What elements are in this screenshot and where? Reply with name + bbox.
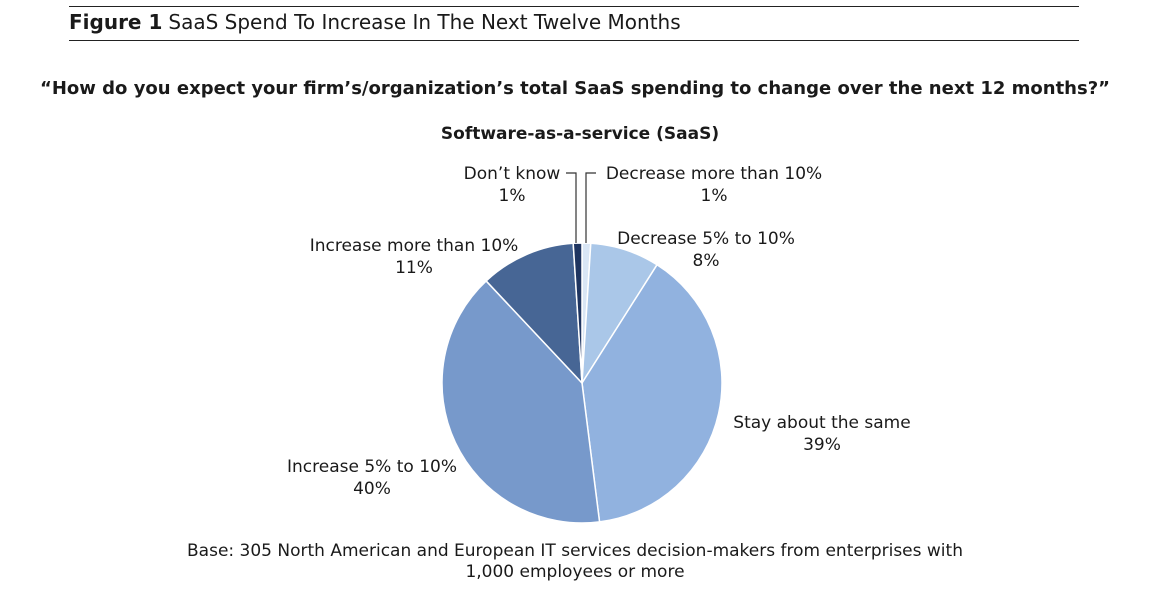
chart-title: Software-as-a-service (SaaS) [440, 124, 720, 144]
slice-label-name: Increase more than 10% [309, 236, 519, 256]
slice-label-value: 8% [692, 251, 720, 271]
slice-label-name: Don’t know [463, 164, 561, 184]
survey-question: “How do you expect your firm’s/organizat… [40, 78, 1110, 99]
title-rule [69, 40, 1079, 41]
leader-line-dont-know [566, 172, 577, 243]
slice-label-decrease-5-10: Decrease 5% to 10% 8% [612, 228, 800, 272]
slice-label-increase-5-10: Increase 5% to 10% 40% [282, 456, 462, 500]
slice-label-value: 39% [803, 435, 841, 455]
slice-label-value: 11% [395, 258, 433, 278]
leader-line-decrease-more-10 [585, 172, 596, 243]
base-footnote: Base: 305 North American and European IT… [130, 541, 1020, 583]
slice-label-stay-same: Stay about the same 39% [727, 412, 917, 456]
pie-slice-5 [572, 242, 583, 384]
slice-label-name: Increase 5% to 10% [287, 457, 457, 477]
slice-label-increase-more-10: Increase more than 10% 11% [302, 235, 526, 279]
slice-label-value: 1% [700, 186, 728, 206]
leader-lines [566, 172, 596, 243]
slice-label-decrease-more-10: Decrease more than 10% 1% [598, 163, 830, 207]
pie-slice-3 [441, 279, 601, 524]
pie-slice-2 [581, 263, 723, 523]
slice-label-value: 40% [353, 479, 391, 499]
slice-label-name: Decrease 5% to 10% [617, 229, 795, 249]
figure-title: Figure 1 SaaS Spend To Increase In The Ne… [69, 10, 681, 34]
pie-slice-4 [485, 242, 583, 386]
figure-title-text: SaaS Spend To Increase In The Next Twelv… [168, 10, 681, 34]
top-rule [69, 6, 1079, 7]
footnote-line-2: 1,000 employees or more [465, 562, 685, 582]
pie-slices [441, 242, 723, 524]
footnote-line-1: Base: 305 North American and European IT… [187, 541, 963, 561]
figure-number: Figure 1 [69, 10, 163, 34]
slice-label-dont-know: Don’t know 1% [456, 163, 568, 207]
slice-label-name: Stay about the same [733, 413, 911, 433]
slice-label-name: Decrease more than 10% [605, 164, 823, 184]
slice-label-value: 1% [498, 186, 526, 206]
